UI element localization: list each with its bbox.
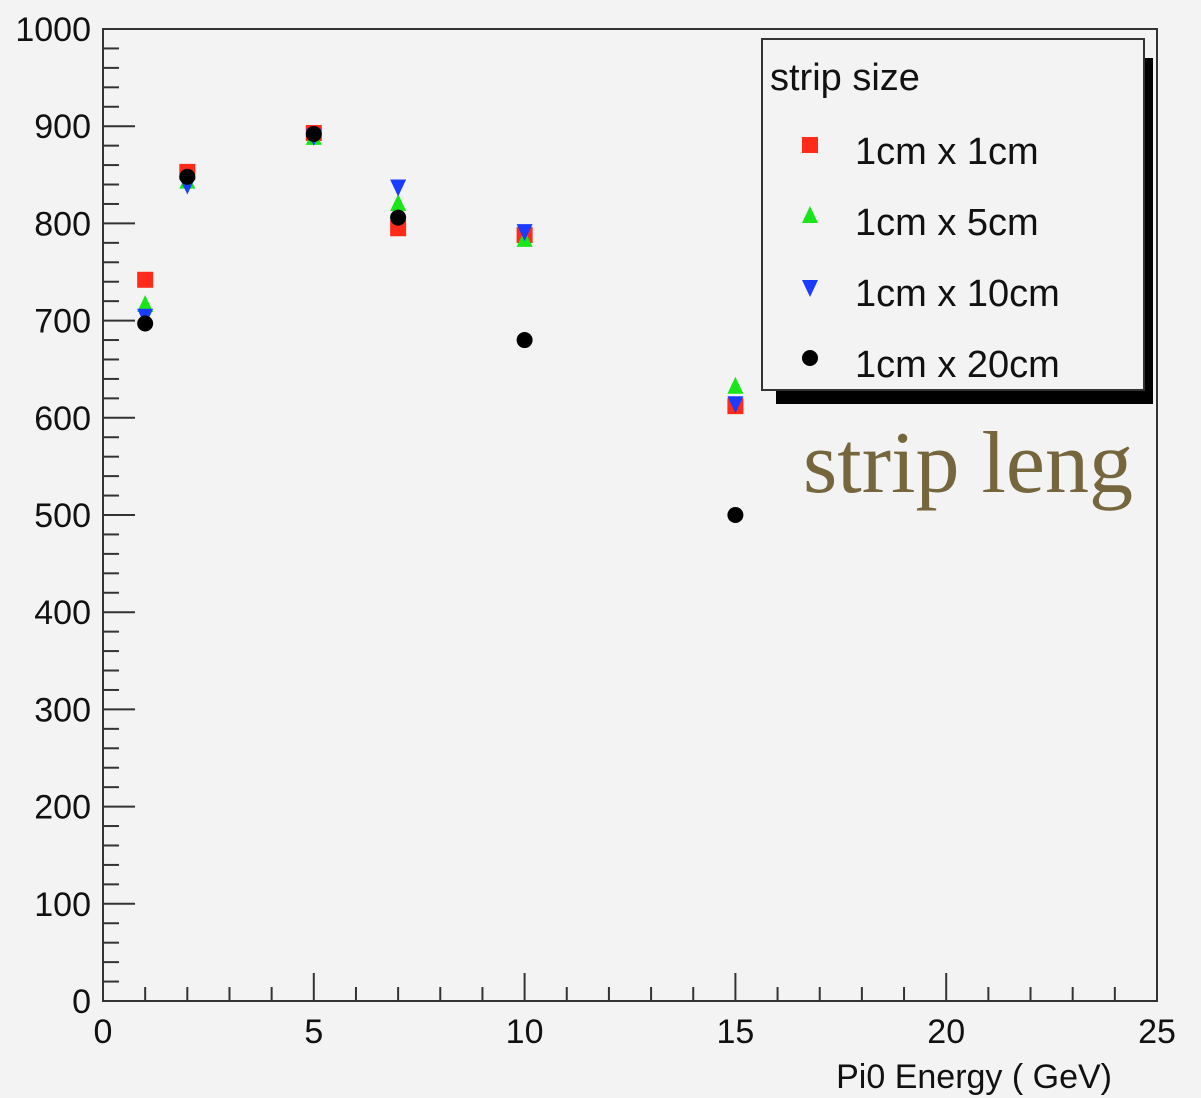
legend-entry-label: 1cm x 20cm <box>855 344 1060 386</box>
x-axis-title: Pi0 Energy ( GeV) <box>836 1058 1112 1096</box>
data-point <box>179 168 196 185</box>
data-point <box>727 507 744 523</box>
data-point <box>516 332 533 349</box>
overlay-strip-length-text: strip leng <box>803 415 1133 512</box>
x-tick-label: 20 <box>927 1013 965 1051</box>
legend-entry-label: 1cm x 1cm <box>855 131 1039 173</box>
y-tick-label: 800 <box>34 205 91 243</box>
legend-marker <box>802 280 818 297</box>
y-tick-label: 200 <box>34 789 91 827</box>
legend-box <box>761 38 1145 391</box>
data-point <box>727 396 744 414</box>
data-point <box>390 209 407 226</box>
data-point <box>137 271 154 288</box>
series-2 <box>137 127 744 394</box>
y-tick-label: 100 <box>34 886 91 924</box>
data-point <box>390 179 407 197</box>
legend: strip size 1cm x 1cm 1cm x 5cm 1cm x 10cm 1… <box>761 38 1153 404</box>
y-tick-label: 400 <box>34 594 91 632</box>
data-point <box>137 315 154 332</box>
data-point <box>137 295 154 313</box>
y-tick-label: 500 <box>34 497 91 535</box>
legend-title: strip size <box>770 57 920 99</box>
x-tick-label: 0 <box>94 1013 113 1051</box>
y-tick-label: 1000 <box>15 11 91 49</box>
legend-marker <box>802 350 818 366</box>
legend-marker <box>802 206 818 223</box>
x-tick-label: 10 <box>506 1013 544 1051</box>
y-tick-label: 300 <box>34 691 91 729</box>
data-point <box>516 224 533 242</box>
data-point <box>727 376 744 394</box>
x-tick-label: 5 <box>304 1013 323 1051</box>
x-tick-label: 15 <box>716 1013 754 1051</box>
y-tick-label: 0 <box>72 983 91 1021</box>
y-tick-label: 700 <box>34 303 91 341</box>
legend-entry-label: 1cm x 10cm <box>855 273 1060 315</box>
legend-entry-label: 1cm x 5cm <box>855 202 1039 244</box>
data-point <box>305 125 322 142</box>
legend-marker <box>802 137 818 153</box>
data-points <box>137 125 744 523</box>
series-1 <box>137 125 744 415</box>
tick-marks: 0 5 10 15 20 25 0 100 200 300 400 500 600 700 800 900 10… <box>15 11 1176 1051</box>
series-3 <box>137 128 744 414</box>
series-4 <box>137 125 744 523</box>
x-tick-label: 25 <box>1138 1013 1176 1051</box>
y-tick-label: 600 <box>34 400 91 438</box>
data-point <box>390 193 407 211</box>
y-tick-label: 900 <box>34 108 91 146</box>
